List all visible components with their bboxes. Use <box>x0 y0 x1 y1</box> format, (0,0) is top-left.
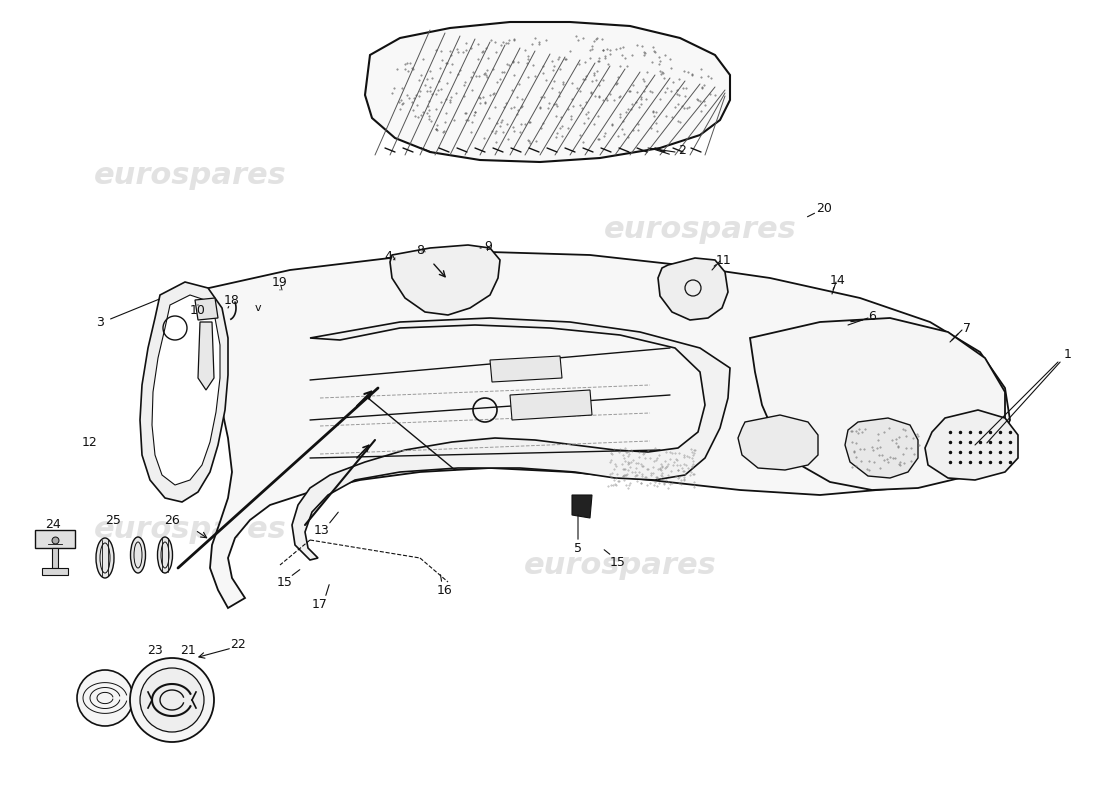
Polygon shape <box>658 258 728 320</box>
Polygon shape <box>390 245 501 315</box>
Ellipse shape <box>131 537 145 573</box>
Text: 20: 20 <box>816 202 832 214</box>
Polygon shape <box>510 390 592 420</box>
Text: 5: 5 <box>574 542 582 554</box>
Text: v: v <box>255 303 262 313</box>
Text: 15: 15 <box>610 555 626 569</box>
Polygon shape <box>200 252 1010 608</box>
Text: eurospares: eurospares <box>94 161 286 190</box>
Text: 16: 16 <box>437 583 453 597</box>
Polygon shape <box>198 322 214 390</box>
Polygon shape <box>365 22 730 162</box>
Text: 10: 10 <box>190 303 206 317</box>
Text: 14: 14 <box>830 274 846 286</box>
Text: 24: 24 <box>45 518 60 530</box>
Text: 11: 11 <box>716 254 732 266</box>
Polygon shape <box>140 282 228 502</box>
Polygon shape <box>35 530 75 548</box>
Polygon shape <box>738 415 818 470</box>
Text: 21: 21 <box>180 643 196 657</box>
Polygon shape <box>925 410 1018 480</box>
Polygon shape <box>195 298 218 320</box>
Text: eurospares: eurospares <box>94 515 286 545</box>
Text: 4: 4 <box>384 250 392 262</box>
Polygon shape <box>572 495 592 518</box>
Polygon shape <box>42 568 68 575</box>
Text: 18: 18 <box>224 294 240 306</box>
Text: 19: 19 <box>272 275 288 289</box>
Text: 12: 12 <box>82 435 98 449</box>
Text: 25: 25 <box>106 514 121 527</box>
Circle shape <box>130 658 214 742</box>
Text: 15: 15 <box>277 575 293 589</box>
Polygon shape <box>490 356 562 382</box>
Text: 2: 2 <box>678 143 686 157</box>
Text: 1: 1 <box>1064 349 1071 362</box>
Polygon shape <box>845 418 918 478</box>
Text: eurospares: eurospares <box>524 550 716 579</box>
Text: 7: 7 <box>962 322 971 334</box>
Polygon shape <box>750 318 1005 490</box>
Text: 22: 22 <box>230 638 246 651</box>
Text: 6: 6 <box>868 310 876 323</box>
Ellipse shape <box>96 538 114 578</box>
Polygon shape <box>152 295 220 485</box>
Text: 26: 26 <box>164 514 180 526</box>
Ellipse shape <box>157 537 173 573</box>
Text: 17: 17 <box>312 598 328 610</box>
Text: 23: 23 <box>147 643 163 657</box>
Text: 9: 9 <box>484 239 492 253</box>
Text: 3: 3 <box>96 315 103 329</box>
Text: 13: 13 <box>315 523 330 537</box>
Polygon shape <box>52 548 58 568</box>
Text: eurospares: eurospares <box>604 215 796 245</box>
Polygon shape <box>292 318 730 560</box>
Circle shape <box>77 670 133 726</box>
Circle shape <box>140 668 204 732</box>
Text: 8: 8 <box>416 243 424 257</box>
